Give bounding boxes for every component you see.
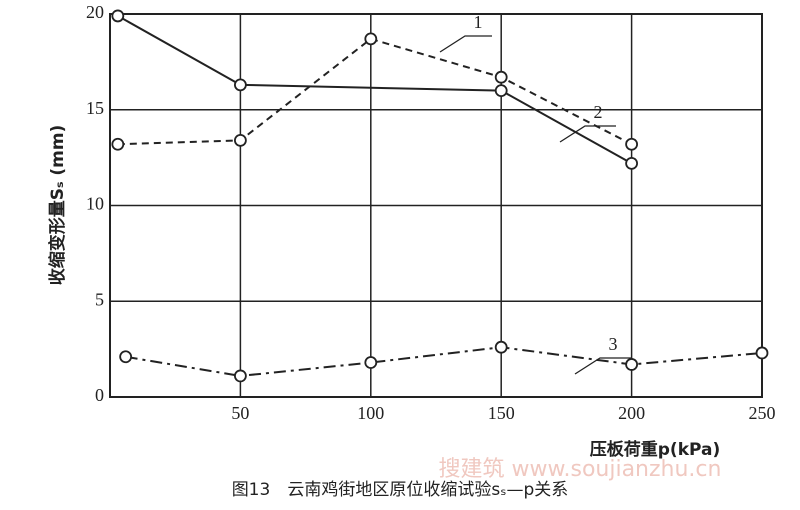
data-point xyxy=(111,137,125,151)
leader-line xyxy=(559,125,616,143)
data-point xyxy=(494,70,508,84)
data-point xyxy=(625,358,638,371)
series-line xyxy=(125,346,763,377)
leader-line xyxy=(574,357,632,375)
data-point xyxy=(233,78,247,92)
data-point xyxy=(233,133,247,147)
y-tick-label: 15 xyxy=(86,98,104,118)
data-point xyxy=(755,346,769,360)
leader-line xyxy=(439,35,492,53)
data-point xyxy=(364,356,378,369)
watermark: 搜建筑 www.soujianzhu.cn xyxy=(439,457,722,482)
y-axis-label: 收缩变形量Sₛ (mm) xyxy=(47,125,68,286)
x-tick-label: 100 xyxy=(357,403,384,423)
series-line xyxy=(117,15,633,165)
data-point xyxy=(111,9,125,23)
y-tick-label: 10 xyxy=(86,194,104,214)
x-tick-label: 250 xyxy=(749,403,776,423)
data-point xyxy=(233,369,247,383)
y-tick-label: 5 xyxy=(95,289,104,309)
y-tick-label: 20 xyxy=(86,2,104,22)
x-tick-label: 150 xyxy=(488,403,515,423)
x-tick-label: 200 xyxy=(618,403,645,423)
data-point xyxy=(625,137,638,151)
x-tick-label: 50 xyxy=(231,403,249,423)
data-point xyxy=(494,84,508,97)
series-label: 2 xyxy=(594,102,603,122)
data-point xyxy=(364,32,378,46)
caption: 图13 云南鸡街地区原位收缩试验sₛ—p关系 xyxy=(232,480,569,500)
series-label: 1 xyxy=(474,12,483,32)
data-point xyxy=(494,340,508,354)
data-point xyxy=(119,350,133,364)
data-point xyxy=(625,156,638,170)
x-axis-label: 压板荷重p(kPa) xyxy=(590,439,721,460)
series-label: 3 xyxy=(609,334,618,354)
plot-frame xyxy=(109,13,763,398)
y-tick-label: 0 xyxy=(95,385,104,405)
series-line xyxy=(117,37,633,146)
